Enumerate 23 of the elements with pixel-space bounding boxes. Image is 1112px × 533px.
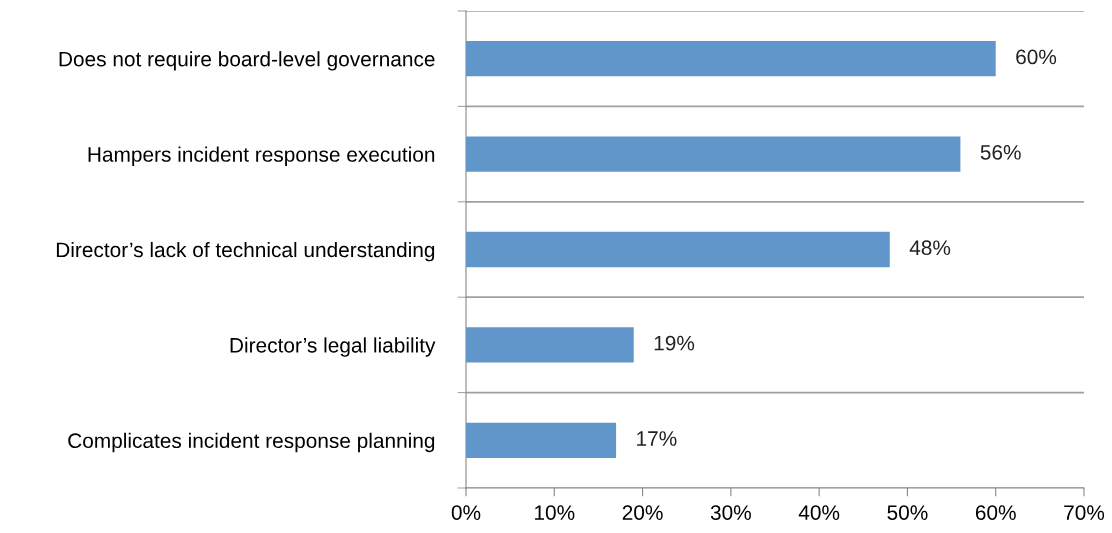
bar (466, 231, 890, 268)
x-tick-label: 40% (798, 505, 840, 520)
data-label: 56% (980, 144, 1021, 160)
x-tick-label: 50% (887, 505, 928, 520)
data-label: 48% (909, 240, 951, 256)
x-tick-label: 10% (535, 505, 575, 520)
data-label: 19% (654, 335, 695, 351)
bar (466, 327, 634, 363)
bar (466, 41, 996, 77)
x-tick-label: 0% (451, 505, 481, 520)
y-tick-label: Does not require board-level governance (59, 51, 435, 71)
data-label: 17% (637, 431, 677, 446)
bar (466, 136, 961, 172)
x-tick-label: 60% (975, 505, 1016, 520)
y-tick-label: Director’s legal liability (230, 337, 436, 357)
data-label: 60% (1016, 49, 1057, 65)
x-tick-label: 20% (622, 505, 663, 520)
y-tick-label: Complicates incident response planning (68, 432, 435, 453)
bar (466, 422, 617, 458)
y-tick-label: Hampers incident response execution (88, 146, 435, 166)
x-tick-label: 70% (1064, 505, 1105, 520)
y-tick-label: Director’s lack of technical understanding (56, 241, 435, 262)
x-tick-label: 30% (710, 505, 751, 520)
